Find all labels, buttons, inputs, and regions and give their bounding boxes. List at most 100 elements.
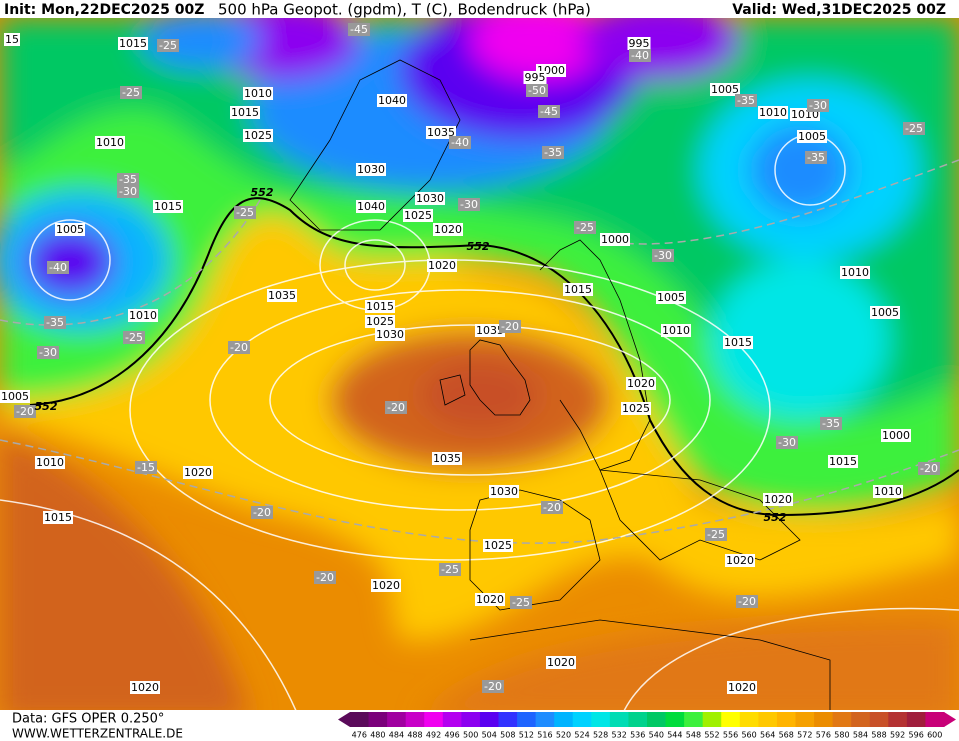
isobar-label-bg [55,223,85,236]
colorbar-label: 584 [853,731,868,740]
height-contour-label: 552 [251,186,274,199]
temperature-label-bg [805,151,827,164]
isobar-label: 1005 [1,390,29,403]
temperature-label: -35 [544,146,562,159]
isobar-label: 1035 [476,324,504,337]
isobar-label: 1020 [728,681,756,694]
colorbar-label: 480 [370,731,385,740]
isobar-label-bg [723,336,753,349]
colorbar-swatch [739,712,759,727]
colorbar-label: 484 [389,731,404,740]
temperature-label-bg [807,99,829,112]
isobar-label-bg [426,126,456,139]
colorbar-label: 576 [816,731,831,740]
colorbar-label: 596 [909,731,924,740]
colorbar-swatch [498,712,518,727]
colorbar-label: 512 [519,731,534,740]
colorbar-label: 556 [723,731,738,740]
isobar-label: 1000 [882,429,910,442]
colorbar-label: 508 [500,731,515,740]
colorbar-swatch [535,712,555,727]
isobar-label: 1025 [622,402,650,415]
isobar-label-bg [153,200,183,213]
temperature-label: -20 [16,405,34,418]
temperature-label: -20 [501,320,519,333]
isobar-label-bg [661,324,691,337]
isobar-label: 1020 [434,223,462,236]
colorbar-label: 520 [556,731,571,740]
isobar-label: 1020 [476,593,504,606]
colorbar-swatch [628,712,648,727]
temperature-label: -45 [350,23,368,36]
isobar-label: 1030 [416,192,444,205]
isobar-label-bg [35,456,65,469]
colorbar-swatch [554,712,574,727]
isobar-label-bg [4,33,20,46]
isobar-label-bg [873,485,903,498]
temperature-label: -35 [119,173,137,186]
colorbar-label: 580 [834,731,849,740]
colorbar-label: 476 [352,731,367,740]
temperature-label-bg [510,596,532,609]
isobar-label: 1010 [36,456,64,469]
temperature-label-bg [918,462,940,475]
isobar-label-bg [475,324,505,337]
isobar-label-bg [656,291,686,304]
isobar-label-bg [95,136,125,149]
isobar-label: 1005 [798,130,826,143]
isobar-label-bg [183,466,213,479]
isobar-label: 1015 [44,511,72,524]
temperature-label-bg [117,185,139,198]
temperature-label: -35 [737,94,755,107]
temperature-label-bg [903,122,925,135]
temperature-label: -25 [236,206,254,219]
colorbar-swatch [479,712,499,727]
colorbar-swatch [702,712,722,727]
isobar-label: 1015 [154,200,182,213]
isobar-label-bg [483,539,513,552]
temperature-label: -25 [122,86,140,99]
colorbar-swatch [906,712,926,727]
isobar-label-bg [230,106,260,119]
colorbar: 476 480 484 488 492 496 500 504 508 512 516 520 524 5… [338,712,956,740]
temperature-label-bg [157,39,179,52]
temperature-label-bg [348,23,370,36]
isobar-label: 1015 [366,300,394,313]
isobar-label-bg [870,306,900,319]
colorbar-swatch [591,712,611,727]
isobar-label-bg [758,106,788,119]
colorbar-swatch [350,712,370,727]
isobar-label: 1020 [131,681,159,694]
colorbar-swatch [572,712,592,727]
isobar-label-bg [243,87,273,100]
temperature-label: -30 [778,436,796,449]
temperature-label-bg [314,571,336,584]
temperature-label-bg [47,261,69,274]
colorbar-swatch [424,712,444,727]
colorbar-swatch [721,712,741,727]
height-contour-label: 552 [35,400,58,413]
temperature-label-bg [574,221,596,234]
temperature-label: -20 [920,462,938,475]
colorbar-label: 588 [871,731,886,740]
isobar-label-bg [627,37,651,50]
colorbar-label: 528 [593,731,608,740]
temperature-label-bg [541,501,563,514]
temperature-label-bg [705,528,727,541]
temperature-label-bg [736,595,758,608]
isobar-label: 1015 [564,283,592,296]
temperature-label-bg [542,146,564,159]
isobar-label: 1015 [724,336,752,349]
temperature-label: -15 [137,461,155,474]
isobar-label-bg [828,455,858,468]
colorbar-label: 532 [612,731,627,740]
temperature-label: -20 [253,506,271,519]
temperature-label: -50 [528,84,546,97]
isobar-label-bg [763,493,793,506]
colorbar-label: 564 [760,731,775,740]
temperature-label: -25 [707,528,725,541]
colorbar-swatch [851,712,871,727]
temperature-label-bg [652,249,674,262]
temperature-label-bg [37,346,59,359]
